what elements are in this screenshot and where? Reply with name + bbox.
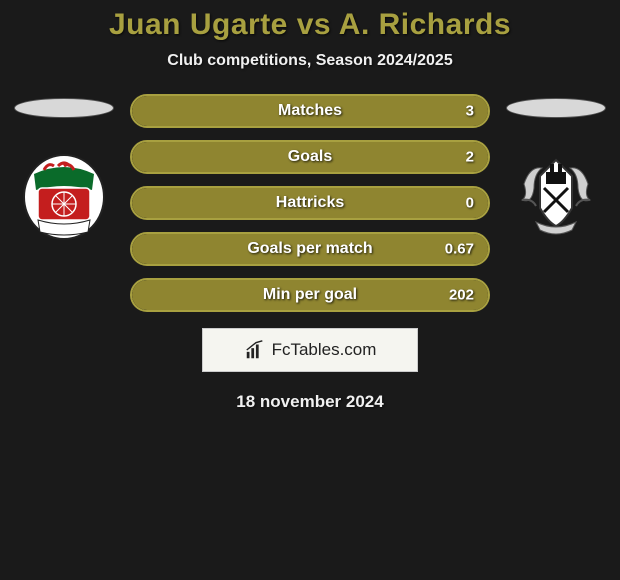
player-right-placeholder (506, 98, 606, 118)
comparison-card: Juan Ugarte vs A. Richards Club competit… (0, 0, 620, 412)
stat-bar-matches: Matches 3 (130, 94, 490, 128)
player-right-column (502, 94, 610, 242)
stat-label: Goals (288, 148, 332, 166)
main-row: Matches 3 Goals 2 Hattricks 0 Goals per … (0, 94, 620, 312)
stat-value: 3 (466, 103, 474, 120)
stat-value: 2 (466, 149, 474, 166)
exeter-crest-icon (506, 142, 606, 242)
club-crest-left (14, 142, 114, 242)
stat-label: Hattricks (276, 194, 344, 212)
stat-bar-hattricks: Hattricks 0 (130, 186, 490, 220)
wrexham-crest-icon (14, 142, 114, 242)
player-left-column (10, 94, 118, 242)
date-text: 18 november 2024 (0, 392, 620, 412)
stat-value: 202 (449, 287, 474, 304)
stat-bar-mpg: Min per goal 202 (130, 278, 490, 312)
chart-icon (244, 339, 266, 361)
stat-value: 0 (466, 195, 474, 212)
player-left-placeholder (14, 98, 114, 118)
brand-logo-wrap: FcTables.com (0, 328, 620, 372)
brand-link[interactable]: FcTables.com (202, 328, 418, 372)
stat-bar-goals: Goals 2 (130, 140, 490, 174)
brand-text: FcTables.com (272, 340, 377, 360)
stats-column: Matches 3 Goals 2 Hattricks 0 Goals per … (130, 94, 490, 312)
stat-bar-gpm: Goals per match 0.67 (130, 232, 490, 266)
stat-value: 0.67 (445, 241, 474, 258)
stat-label: Goals per match (247, 240, 372, 258)
stat-label: Matches (278, 102, 342, 120)
page-title: Juan Ugarte vs A. Richards (0, 8, 620, 42)
season-subtitle: Club competitions, Season 2024/2025 (0, 52, 620, 70)
club-crest-right (506, 142, 606, 242)
stat-label: Min per goal (263, 286, 357, 304)
